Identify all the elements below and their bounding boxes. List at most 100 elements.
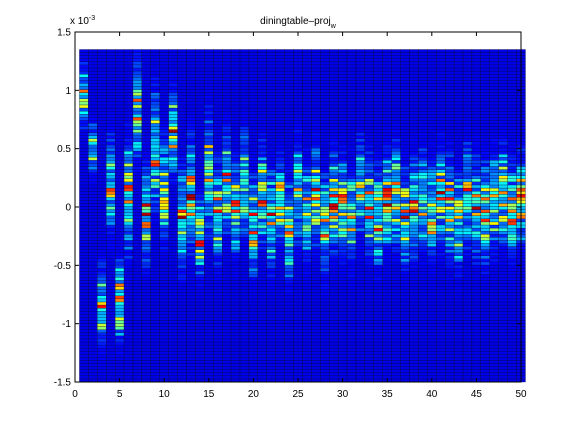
heatmap-cell: [248, 110, 259, 115]
heatmap-cell: [320, 64, 330, 69]
heatmap-cell: [391, 150, 401, 155]
heatmap-cell: [114, 366, 125, 370]
heatmap-cell: [400, 372, 410, 376]
heatmap-cell: [409, 255, 419, 260]
heatmap-cell: [337, 209, 348, 213]
heatmap-cell: [337, 280, 348, 284]
heatmap-cell: [79, 354, 89, 358]
heatmap-cell: [436, 212, 446, 216]
heatmap-cell: [159, 341, 169, 346]
heatmap-cell: [427, 114, 437, 118]
heatmap-cell: [471, 89, 482, 93]
heatmap-cell: [222, 347, 232, 352]
heatmap-cell: [213, 363, 223, 367]
heatmap-cell: [186, 372, 196, 376]
heatmap-cell: [168, 67, 178, 72]
heatmap-cell: [168, 132, 178, 136]
heatmap-cell: [480, 271, 490, 275]
heatmap-cell: [204, 357, 214, 361]
heatmap-cell: [150, 49, 160, 53]
heatmap-cell: [186, 277, 196, 281]
heatmap-cell: [168, 329, 178, 333]
heatmap-cell: [453, 255, 464, 260]
heatmap-cell: [382, 344, 392, 349]
heatmap-cell: [346, 129, 357, 133]
heatmap-cell: [123, 283, 134, 287]
heatmap-cell: [320, 67, 330, 72]
heatmap-cell: [346, 230, 357, 235]
heatmap-cell: [409, 304, 419, 309]
heatmap-cell: [373, 246, 383, 250]
heatmap-cell: [177, 194, 187, 198]
heatmap-cell: [373, 114, 383, 118]
heatmap-cell: [373, 135, 383, 139]
heatmap-cell: [177, 181, 187, 186]
heatmap-cell: [195, 277, 205, 281]
heatmap-cell: [337, 104, 348, 109]
heatmap-cell: [346, 292, 357, 296]
heatmap-cell: [320, 347, 330, 352]
heatmap-cell: [275, 129, 285, 133]
heatmap-cell: [132, 267, 143, 272]
heatmap-cell: [329, 209, 339, 213]
heatmap-cell: [391, 138, 401, 143]
heatmap-cell: [222, 354, 232, 358]
heatmap-cell: [114, 329, 125, 333]
heatmap-cell: [123, 267, 134, 272]
heatmap-cell: [302, 80, 312, 84]
heatmap-cell: [320, 70, 330, 75]
heatmap-cell: [445, 255, 455, 260]
heatmap-cell: [284, 301, 294, 306]
heatmap-cell: [239, 200, 250, 204]
heatmap-cell: [373, 194, 383, 198]
heatmap-cell: [97, 351, 107, 355]
heatmap-cell: [186, 366, 196, 370]
heatmap-cell: [311, 314, 321, 318]
heatmap-cell: [462, 197, 473, 201]
heatmap-cell: [337, 252, 348, 256]
heatmap-cell: [427, 372, 437, 376]
heatmap-cell: [266, 221, 276, 226]
heatmap-cell: [159, 289, 169, 293]
heatmap-cell: [97, 277, 107, 281]
heatmap-cell: [302, 110, 312, 115]
heatmap-cell: [453, 169, 464, 173]
heatmap-cell: [355, 267, 366, 272]
heatmap-cell: [150, 89, 160, 93]
heatmap-cell: [320, 77, 330, 81]
heatmap-cell: [141, 311, 151, 315]
heatmap-cell: [222, 117, 232, 121]
heatmap-cell: [106, 311, 116, 315]
heatmap-cell: [257, 184, 267, 189]
heatmap-cell: [409, 283, 419, 287]
heatmap-cell: [364, 80, 374, 84]
heatmap-cell: [364, 160, 374, 164]
heatmap-cell: [106, 335, 116, 340]
heatmap-cell: [88, 101, 98, 106]
heatmap-cell: [311, 344, 321, 349]
heatmap-cell: [373, 206, 383, 210]
heatmap-cell: [293, 83, 303, 87]
heatmap-cell: [222, 261, 232, 266]
heatmap-cell: [382, 329, 392, 333]
heatmap-cell: [266, 289, 276, 293]
heatmap-cell: [141, 280, 151, 284]
heatmap-cell: [293, 311, 303, 315]
heatmap-cell: [320, 117, 330, 121]
heatmap-cell: [114, 323, 125, 327]
heatmap-cell: [266, 200, 276, 204]
heatmap-cell: [177, 218, 187, 223]
heatmap-cell: [186, 110, 196, 115]
heatmap-cell: [284, 227, 294, 232]
heatmap-cell: [141, 215, 151, 219]
heatmap-cell: [337, 314, 348, 318]
heatmap-cell: [141, 360, 151, 364]
heatmap-cell: [123, 209, 134, 213]
heatmap-cell: [266, 264, 276, 269]
heatmap-cell: [329, 135, 339, 139]
heatmap-cell: [364, 117, 374, 121]
heatmap-cell: [97, 160, 107, 164]
heatmap-cell: [239, 190, 250, 195]
heatmap-cell: [311, 258, 321, 263]
heatmap-cell: [391, 255, 401, 260]
